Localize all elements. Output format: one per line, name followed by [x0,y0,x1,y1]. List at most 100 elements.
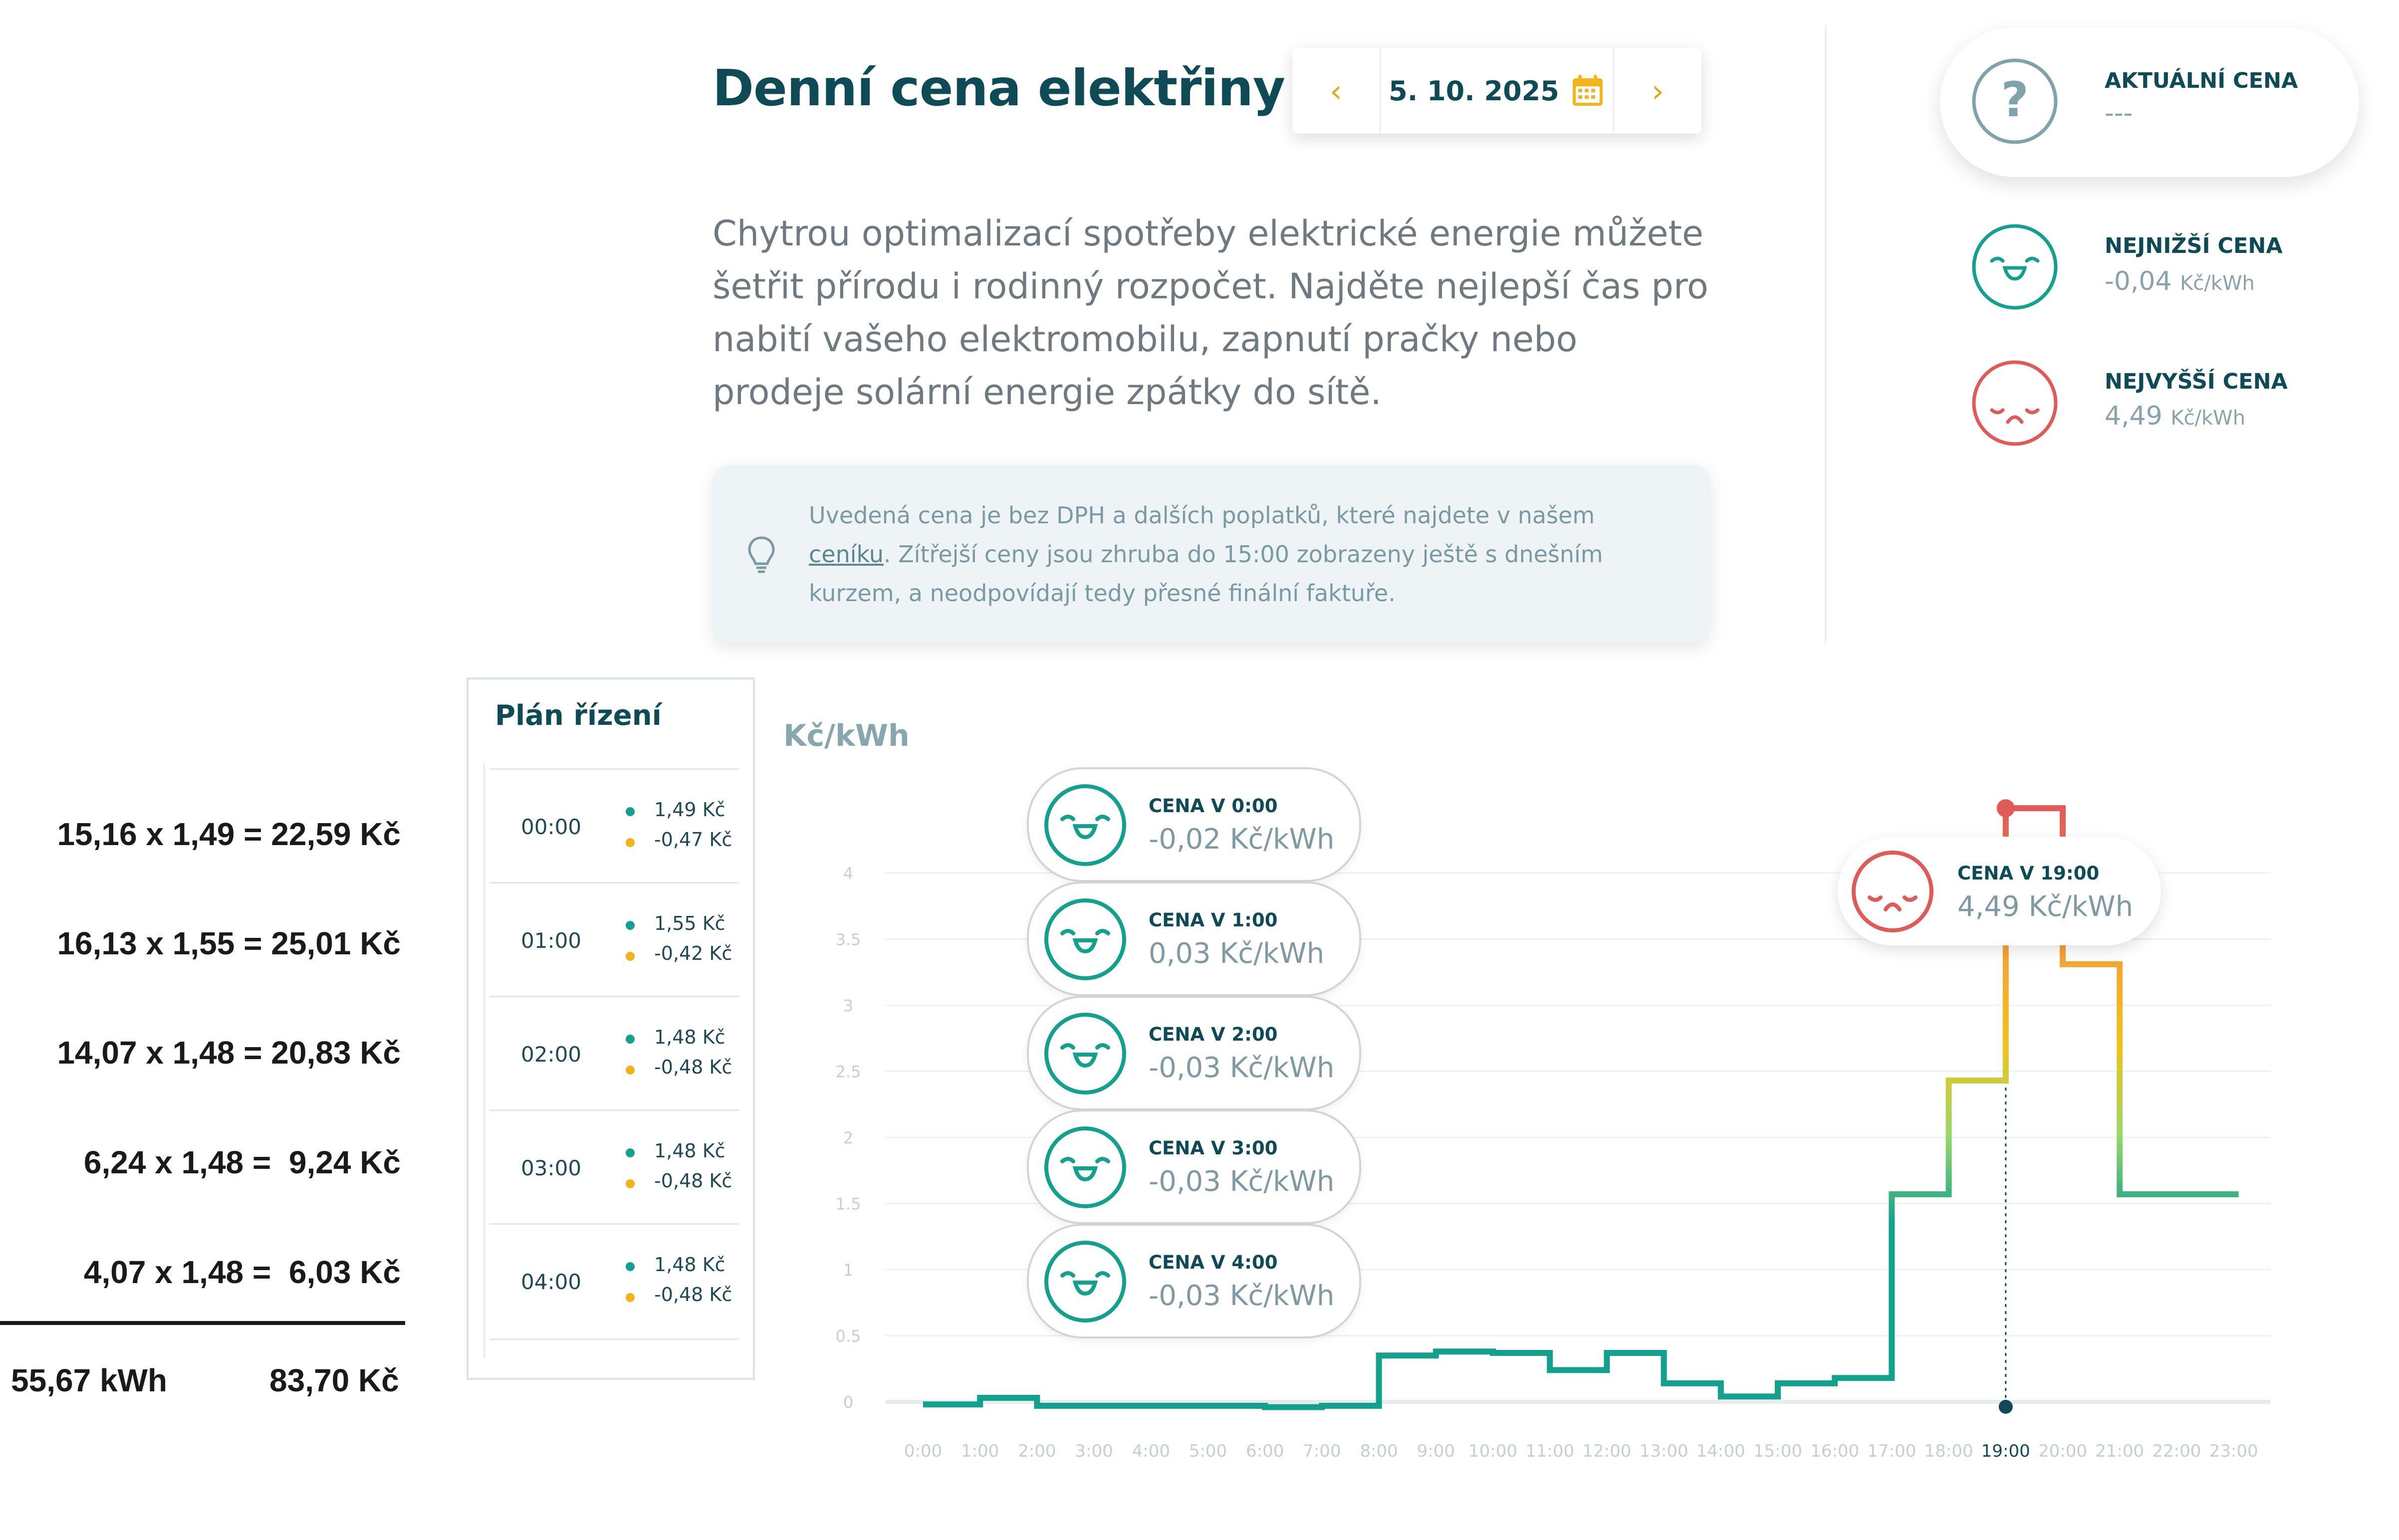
price-point [1806,1383,1807,1384]
plan-row-time: 00:00 [521,815,582,839]
date-picker-divider [1380,48,1381,134]
plan-row-price: 1,48 Kč [654,1140,725,1162]
prev-day-button[interactable]: ‹ [1330,72,1342,109]
x-tick-label: 1:00 [961,1441,999,1461]
total-price: 83,70 Kč [269,1362,399,1398]
x-tick-label: 13:00 [1640,1441,1688,1461]
price-point [1749,1396,1750,1397]
calculation-line: 16,13 x 1,55 = 25,01 Kč [57,925,401,961]
y-tick-label: 0 [843,1393,853,1412]
price-point [1236,1405,1237,1406]
saving-dot [626,1293,635,1302]
calculation-line: 15,16 x 1,49 = 22,59 Kč [57,816,401,852]
bubble-value: 0,03 Kč/kWh [1149,937,1325,970]
x-tick-label: 9:00 [1417,1441,1455,1461]
hour-price-bubble: CENA V 0:00 -0,02 Kč/kWh [1027,767,1361,882]
saving-dot [626,1066,635,1075]
hour-price-bubble: CENA V 1:00 0,03 Kč/kWh [1027,881,1361,996]
price-point [1464,1351,1465,1352]
sad-face-icon [1970,358,2060,450]
x-tick-label: 3:00 [1075,1441,1113,1461]
bubble-value: -0,02 Kč/kWh [1149,823,1335,856]
lowest-price-label: NEJNIŽŠÍ CENA [2105,233,2283,258]
lowest-price-value: -0,04 Kč/kWh [2105,266,2255,296]
bubble-value: 4,49 Kč/kWh [1957,890,2134,923]
price-point [951,1404,952,1405]
note-text-start: Uvedená cena je bez DPH a dalších poplat… [809,502,1595,529]
x-tick-label: 10:00 [1468,1441,1517,1461]
price-point [1692,1383,1693,1384]
price-point [1008,1397,1009,1398]
x-tick-label: 0:00 [904,1441,942,1461]
date-picker-divider [1613,48,1614,134]
price-point [2034,808,2035,809]
price-dot [626,1148,635,1157]
plan-row-time: 02:00 [521,1042,582,1067]
y-tick-label: 3.5 [836,930,861,949]
bubble-label: CENA V 19:00 [1957,863,2100,884]
plan-row[interactable]: 02:00 1,48 Kč -0,48 Kč [489,996,739,1111]
y-tick-label: 4 [843,864,853,883]
price-point [1920,1194,1921,1195]
y-tick-label: 3 [843,996,853,1015]
section-divider [1825,25,1827,644]
price-list-link[interactable]: ceníku [809,541,884,568]
x-tick-label: 18:00 [1924,1441,1973,1461]
price-point [1350,1405,1351,1406]
price-point [2262,1194,2263,1195]
plan-row[interactable]: 01:00 1,55 Kč -0,42 Kč [489,882,739,997]
calculation-line: 4,07 x 1,48 = 6,03 Kč [83,1254,401,1290]
bubble-label: CENA V 1:00 [1149,909,1278,931]
bubble-label: CENA V 0:00 [1149,795,1278,817]
total-kwh: 55,67 kWh [11,1362,168,1398]
plan-row-time: 04:00 [521,1270,582,1294]
price-dot [626,921,635,930]
page-title: Denní cena elektřiny [713,59,1285,117]
plan-row-saving: -0,42 Kč [654,942,732,964]
note-text-end: . Zítřejší ceny jsou zhruba do 15:00 zob… [809,541,1603,607]
sum-divider [0,1321,405,1325]
calculation-line: 14,07 x 1,48 = 20,83 Kč [57,1035,401,1071]
bubble-label: CENA V 4:00 [1149,1252,1278,1273]
highlight-point [1996,799,2015,818]
plan-row-price: 1,49 Kč [654,799,725,821]
control-plan-panel: Plán řízení 00:00 1,49 Kč -0,47 Kč 01:00… [467,677,755,1380]
x-tick-label: 5:00 [1189,1441,1227,1461]
bubble-value: -0,03 Kč/kWh [1149,1280,1335,1312]
x-tick-label: 20:00 [2038,1441,2087,1461]
x-tick-label: 16:00 [1810,1441,1859,1461]
happy-face-icon [1042,1011,1128,1099]
plan-row-price: 1,48 Kč [654,1026,725,1048]
plan-row[interactable]: 00:00 1,49 Kč -0,47 Kč [489,768,739,883]
date-picker: ‹ 5. 10. 2025 › [1292,48,1701,134]
highest-price-label: NEJVYŠŠÍ CENA [2105,369,2288,394]
note-text: Uvedená cena je bez DPH a dalších poplat… [809,496,1657,613]
lowest-price-number: -0,04 [2105,266,2172,296]
happy-face-icon [1042,1124,1128,1212]
lowest-price-unit: Kč/kWh [2180,272,2255,295]
lightbulb-icon [747,535,775,575]
plan-row[interactable]: 03:00 1,48 Kč -0,48 Kč [489,1109,739,1225]
date-display[interactable]: 5. 10. 2025 [1381,73,1613,108]
x-tick-label: 11:00 [1525,1441,1574,1461]
hour-price-bubble: CENA V 3:00 -0,03 Kč/kWh [1027,1109,1361,1224]
price-point [1407,1355,1408,1356]
page-description: Chytrou optimalizací spotřeby elektrické… [713,213,1708,413]
price-dot [626,807,635,816]
plan-row[interactable]: 04:00 1,48 Kč -0,48 Kč [489,1223,739,1340]
price-point [1122,1405,1123,1406]
x-tick-label: 14:00 [1696,1441,1745,1461]
saving-dot [626,952,635,961]
calendar-icon[interactable] [1570,73,1605,108]
x-tick-label: 2:00 [1018,1441,1056,1461]
y-tick-label: 2.5 [836,1063,861,1082]
price-point [1863,1377,1864,1378]
next-day-button[interactable]: › [1652,72,1664,109]
x-tick-label: 12:00 [1582,1441,1631,1461]
current-price-label: AKTUÁLNÍ CENA [2105,68,2298,93]
plan-row-time: 01:00 [521,928,582,953]
bubble-label: CENA V 2:00 [1149,1024,1278,1045]
price-point [1521,1352,1522,1353]
info-note: Uvedená cena je bez DPH a dalších poplat… [713,465,1710,643]
current-price-value: --- [2105,98,2133,128]
